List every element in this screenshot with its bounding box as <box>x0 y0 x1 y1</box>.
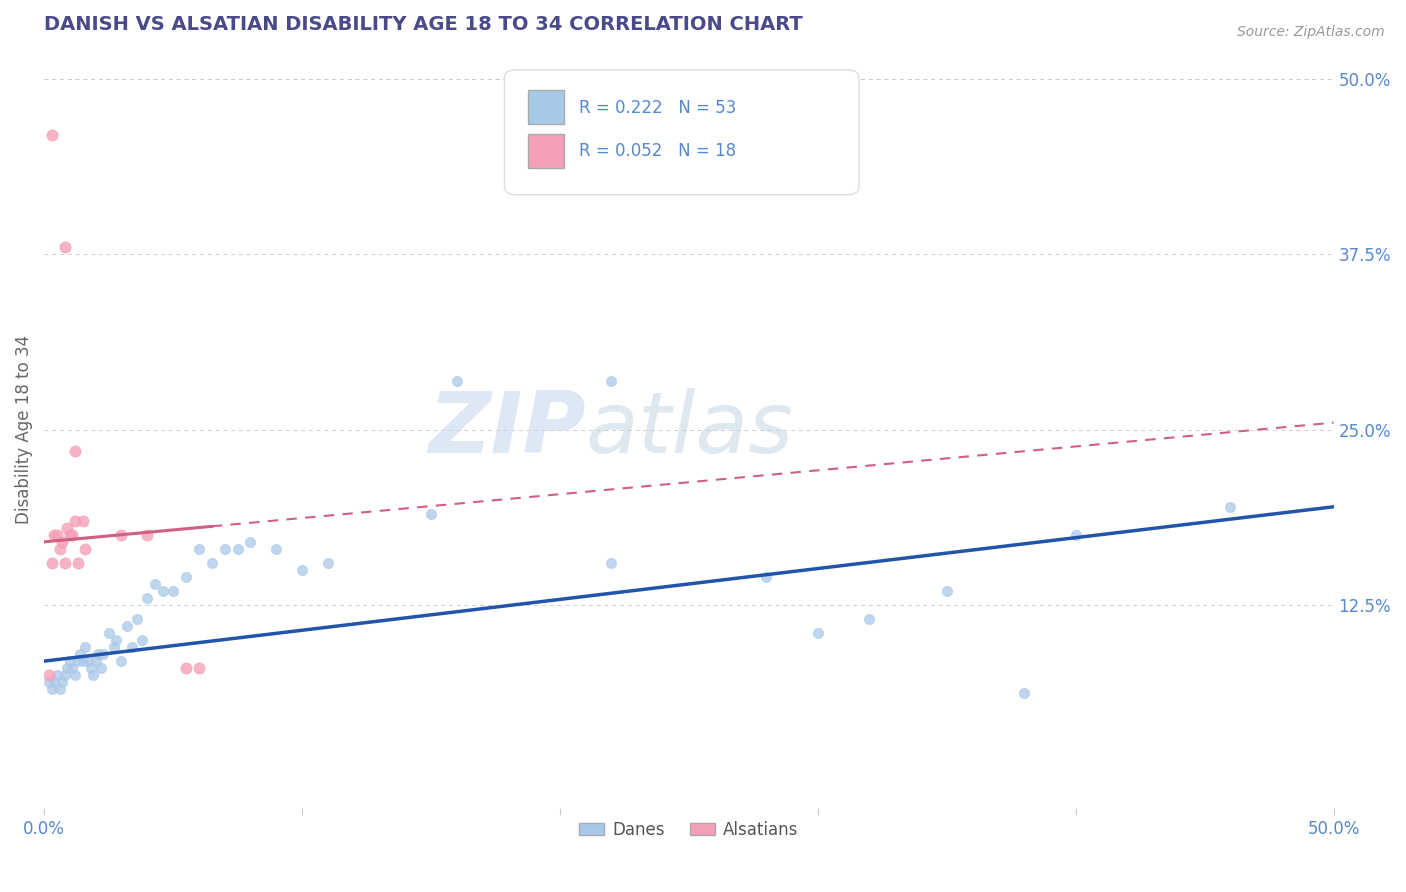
Point <box>264 541 287 556</box>
FancyBboxPatch shape <box>527 90 564 124</box>
Point <box>72 654 94 668</box>
Point <box>48 541 70 556</box>
Point <box>143 577 166 591</box>
Point <box>63 443 86 458</box>
Point <box>935 584 957 599</box>
Text: ZIP: ZIP <box>427 388 586 471</box>
Point <box>84 654 107 668</box>
Point <box>187 541 209 556</box>
Point <box>46 668 69 682</box>
Point <box>53 556 76 570</box>
Point <box>41 556 63 570</box>
FancyBboxPatch shape <box>527 134 564 169</box>
Point <box>755 570 778 584</box>
Point <box>77 654 100 668</box>
Text: R = 0.222   N = 53: R = 0.222 N = 53 <box>579 99 737 117</box>
Point <box>600 374 623 388</box>
Point <box>44 528 66 542</box>
Point <box>110 654 132 668</box>
Point <box>75 640 97 654</box>
Point <box>291 563 314 577</box>
Text: Source: ZipAtlas.com: Source: ZipAtlas.com <box>1237 25 1385 39</box>
Point <box>46 528 69 542</box>
Point <box>103 640 125 654</box>
Point <box>121 640 143 654</box>
Point <box>316 556 339 570</box>
Point <box>419 507 441 521</box>
Text: DANISH VS ALSATIAN DISABILITY AGE 18 TO 34 CORRELATION CHART: DANISH VS ALSATIAN DISABILITY AGE 18 TO … <box>44 15 803 34</box>
Point <box>807 626 830 640</box>
Point <box>1219 500 1241 514</box>
Point <box>446 374 468 388</box>
Point <box>72 514 94 528</box>
Point <box>600 556 623 570</box>
Point <box>115 619 138 633</box>
Text: R = 0.052   N = 18: R = 0.052 N = 18 <box>579 142 737 160</box>
Point <box>152 584 174 599</box>
Point <box>131 633 153 648</box>
Point <box>59 654 82 668</box>
Point <box>75 541 97 556</box>
Point <box>90 661 112 675</box>
Point <box>41 682 63 697</box>
Point <box>136 591 159 605</box>
Point <box>1064 528 1087 542</box>
Point <box>38 675 60 690</box>
Point <box>239 534 262 549</box>
Point <box>93 647 115 661</box>
Point <box>48 682 70 697</box>
Point <box>63 514 86 528</box>
Point <box>105 633 128 648</box>
Point <box>226 541 249 556</box>
Y-axis label: Disability Age 18 to 34: Disability Age 18 to 34 <box>15 335 32 524</box>
Point <box>858 612 880 626</box>
Point <box>56 661 79 675</box>
Point <box>44 675 66 690</box>
Point <box>82 668 104 682</box>
Point <box>1012 686 1035 700</box>
Point <box>59 528 82 542</box>
Point <box>187 661 209 675</box>
Point <box>110 528 132 542</box>
Point <box>56 521 79 535</box>
Point <box>69 647 91 661</box>
Point <box>51 534 73 549</box>
Point <box>51 675 73 690</box>
Point <box>62 661 84 675</box>
Point <box>87 647 110 661</box>
Point <box>62 528 84 542</box>
Point <box>214 541 236 556</box>
Point <box>79 661 101 675</box>
Point <box>162 584 184 599</box>
Point <box>201 556 224 570</box>
Point <box>136 528 159 542</box>
Point <box>41 128 63 142</box>
Point <box>174 661 197 675</box>
Point <box>97 626 120 640</box>
Point <box>66 654 89 668</box>
Legend: Danes, Alsatians: Danes, Alsatians <box>572 814 806 846</box>
Point <box>174 570 197 584</box>
Point <box>53 240 76 254</box>
Text: atlas: atlas <box>586 388 793 471</box>
Point <box>63 668 86 682</box>
FancyBboxPatch shape <box>505 70 859 194</box>
Point <box>66 556 89 570</box>
Point <box>53 668 76 682</box>
Point <box>125 612 148 626</box>
Point <box>38 668 60 682</box>
